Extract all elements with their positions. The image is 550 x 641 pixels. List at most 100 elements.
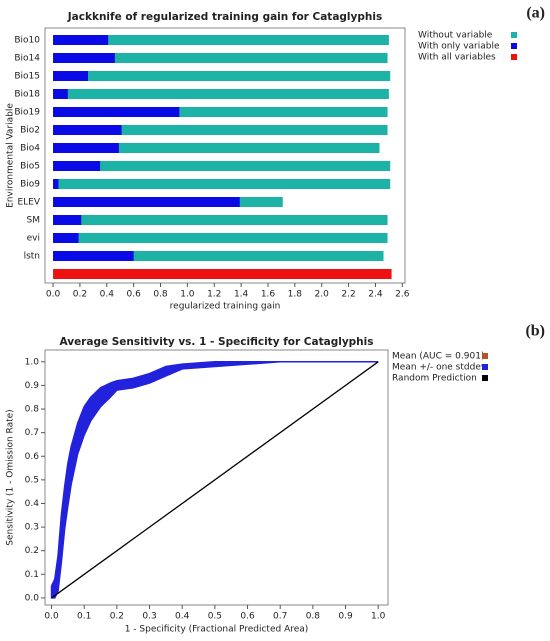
x-tick-label: 1.6	[261, 290, 276, 300]
y-tick-label: 0.6	[25, 452, 40, 462]
legend-swatch	[482, 353, 488, 359]
x-tick-label: 2.0	[315, 290, 330, 300]
x-tick-label: 1.4	[234, 290, 249, 300]
y-tick-label: 1.0	[25, 357, 40, 367]
x-tick-label: 0.3	[142, 612, 156, 622]
bar	[53, 197, 240, 207]
x-tick-label: 0.2	[110, 612, 124, 622]
x-tick-label: 0.2	[73, 290, 87, 300]
bar	[53, 71, 88, 81]
bar	[53, 215, 388, 225]
category-label: evi	[27, 234, 40, 244]
bar	[53, 89, 389, 99]
legend-label: Mean (AUC = 0.901)	[392, 352, 484, 362]
bar	[53, 35, 109, 45]
category-label: Bio4	[20, 144, 40, 154]
x-tick-label: 0.6	[240, 612, 255, 622]
category-label: Bio14	[14, 54, 40, 64]
category-label: Bio9	[20, 180, 40, 190]
legend-swatch	[482, 364, 488, 370]
y-tick-label: 0.5	[25, 475, 39, 485]
x-tick-label: 0.8	[306, 612, 321, 622]
legend-swatch	[511, 32, 517, 38]
bar	[53, 125, 388, 135]
legend-label: With only variable	[418, 42, 500, 52]
legend-label: Random Prediction	[392, 374, 477, 384]
bar	[53, 71, 391, 81]
bar	[53, 107, 180, 117]
bar	[53, 251, 384, 261]
bar	[53, 53, 388, 63]
y-tick-label: 0.8	[25, 405, 40, 415]
bar	[53, 179, 391, 189]
y-tick-label: 0.4	[25, 499, 40, 509]
x-tick-label: 0.4	[100, 290, 115, 300]
plot-area	[44, 27, 406, 284]
y-tick-label: 0.2	[25, 546, 39, 556]
x-tick-label: 2.6	[395, 290, 410, 300]
x-tick-label: 0.1	[77, 612, 91, 622]
x-axis-label: regularized training gain	[170, 302, 281, 312]
chart-title: Average Sensitivity vs. 1 - Specificity …	[59, 336, 373, 348]
y-tick-label: 0.9	[25, 381, 40, 391]
x-tick-label: 1.8	[288, 290, 303, 300]
category-label: SM	[27, 216, 40, 226]
bar	[53, 107, 388, 117]
y-tick-label: 0.7	[25, 428, 39, 438]
x-tick-label: 0.0	[46, 290, 61, 300]
legend-label: Without variable	[418, 31, 493, 41]
bar	[53, 53, 115, 63]
x-axis-label: 1 - Specificity (Fractional Predicted Ar…	[125, 625, 309, 635]
x-tick-label: 1.2	[207, 290, 221, 300]
category-label: Bio2	[20, 126, 40, 136]
legend-swatch	[482, 375, 488, 381]
stddev-band	[50, 361, 379, 599]
category-label: Bio19	[14, 108, 40, 118]
legend-label: Mean +/- one stddev	[392, 363, 487, 373]
category-label: ELEV	[17, 198, 40, 208]
bar	[53, 89, 68, 99]
legend-swatch	[511, 43, 517, 49]
x-tick-label: 0.5	[208, 612, 222, 622]
bar	[53, 179, 59, 189]
bar	[53, 251, 134, 261]
bar	[53, 215, 82, 225]
bar	[53, 161, 101, 171]
panel-label: (a)	[526, 5, 545, 22]
x-tick-label: 0.8	[153, 290, 168, 300]
y-axis-label: Sensitivity (1 - Omission Rate)	[6, 409, 16, 545]
x-tick-label: 0.6	[126, 290, 141, 300]
x-tick-label: 0.0	[44, 612, 59, 622]
bar	[53, 125, 122, 135]
bar	[53, 233, 388, 243]
bar	[53, 269, 392, 279]
category-label: lstn	[24, 252, 40, 262]
x-tick-label: 0.7	[273, 612, 287, 622]
y-tick-label: 0.3	[25, 523, 39, 533]
category-label: Bio18	[14, 90, 40, 100]
x-tick-label: 2.2	[341, 290, 355, 300]
y-axis-label: Environmental Variable	[6, 103, 16, 208]
line	[51, 361, 379, 599]
bar	[53, 161, 391, 171]
x-tick-label: 1.0	[180, 290, 195, 300]
bar	[53, 35, 389, 45]
legend-swatch	[511, 54, 517, 60]
plot-area	[44, 349, 389, 606]
y-tick-label: 0.0	[25, 593, 40, 603]
y-tick-label: 0.1	[25, 570, 39, 580]
x-tick-label: 0.9	[338, 612, 353, 622]
bar	[53, 233, 79, 243]
legend-label: With all variables	[418, 53, 496, 63]
chart-title: Jackknife of regularized training gain f…	[67, 11, 382, 23]
x-tick-label: 0.4	[175, 612, 190, 622]
bar	[53, 143, 119, 153]
category-label: Bio15	[14, 72, 40, 82]
x-tick-label: 1.0	[371, 612, 386, 622]
panel-label: (b)	[525, 323, 545, 340]
category-label: Bio5	[20, 162, 40, 172]
x-tick-label: 2.4	[368, 290, 383, 300]
category-label: Bio10	[14, 36, 40, 46]
bar	[53, 143, 380, 153]
